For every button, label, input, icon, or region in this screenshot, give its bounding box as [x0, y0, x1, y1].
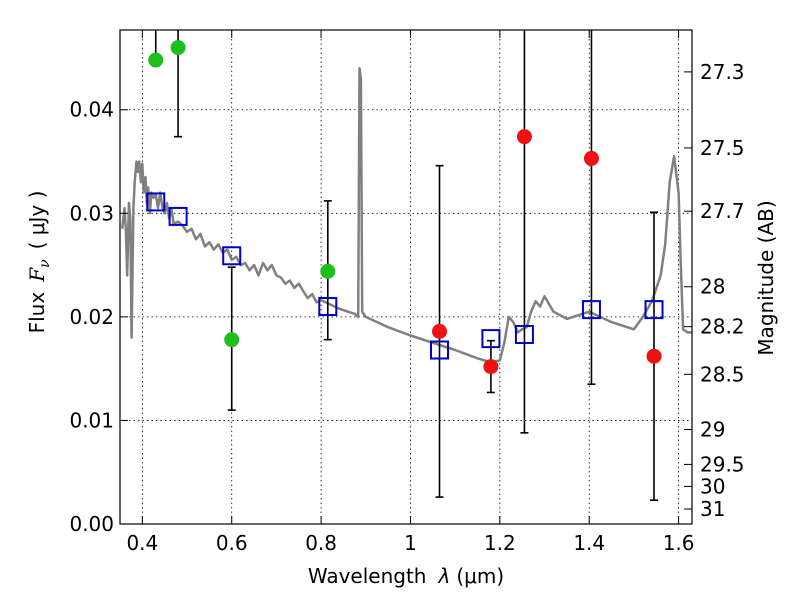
y-axis-label: Flux Fν ( μJy ) — [25, 191, 53, 334]
x-axis-label-prefix: Wavelength — [308, 564, 427, 588]
y-tick-label: 0.01 — [69, 408, 114, 432]
mag-tick-label: 27.5 — [700, 136, 745, 160]
mag-tick-label: 29.5 — [700, 452, 745, 476]
y-tick-label: 0.02 — [69, 305, 114, 329]
sed-model-curve — [120, 67, 692, 364]
green-data-point — [170, 40, 186, 56]
y2-axis-label: Magnitude (AB) — [754, 200, 778, 355]
model-square-point — [318, 297, 338, 317]
sed-layer — [120, 67, 692, 364]
green-data-point — [224, 332, 240, 348]
mag-tick-label: 29 — [700, 418, 725, 442]
x-axis-label: Wavelength λ (μm) — [308, 564, 504, 588]
mag-tick-label: 27.3 — [700, 60, 745, 84]
observed-point-layer — [148, 40, 662, 375]
mag-tick-label: 30 — [700, 474, 725, 498]
model-square-point — [222, 246, 242, 266]
mag-tick-label: 31 — [700, 497, 725, 521]
y-axis-label-prefix: Flux — [25, 292, 49, 334]
green-data-point — [320, 263, 336, 279]
y-tick-label: 0.04 — [69, 98, 114, 122]
model-square-point — [168, 206, 188, 226]
model-square-layer — [146, 192, 664, 360]
y-tick-label: 0.00 — [69, 512, 114, 536]
plot-background — [120, 30, 692, 524]
x-tick-label: 0.6 — [216, 531, 248, 555]
red-data-point — [516, 129, 532, 145]
x-tick-label: 1.2 — [484, 531, 516, 555]
x-tick-label: 0.8 — [305, 531, 337, 555]
x-tick-label: 1.4 — [573, 531, 605, 555]
red-data-point — [583, 150, 599, 166]
mag-tick-label: 28.5 — [700, 362, 745, 386]
plot-frame — [119, 29, 693, 525]
model-square-point — [644, 300, 664, 320]
x-axis-label-symbol: λ — [438, 564, 451, 588]
y-axis-label-sub: ν — [37, 259, 53, 268]
x-tick-label: 1.6 — [663, 531, 695, 555]
x-axis-label-unit: (μm) — [456, 564, 504, 588]
y-axis-label-symbol: F — [25, 267, 49, 283]
mag-tick-label: 28 — [700, 275, 725, 299]
x-tick-label: 1 — [404, 531, 417, 555]
x-tick-label: 0.4 — [126, 531, 158, 555]
model-square-point — [581, 300, 601, 320]
red-data-point — [432, 323, 448, 339]
model-square-point — [514, 324, 534, 344]
red-data-point — [646, 348, 662, 364]
tick-layer: 0.4 0.6 0.8 1 1.2 1.4 1.6 0.00 0.01 0.02 0.03 0.04 2… — [69, 30, 745, 555]
model-square-point — [430, 340, 450, 360]
y-axis-label-unit: ( μJy ) — [25, 191, 49, 250]
green-data-point — [148, 52, 164, 68]
red-data-point — [483, 359, 499, 375]
model-square-point — [146, 192, 166, 212]
model-square-point — [481, 329, 501, 349]
mag-tick-label: 28.2 — [700, 315, 745, 339]
mag-tick-label: 27.7 — [700, 199, 745, 223]
y-tick-label: 0.03 — [69, 201, 114, 225]
